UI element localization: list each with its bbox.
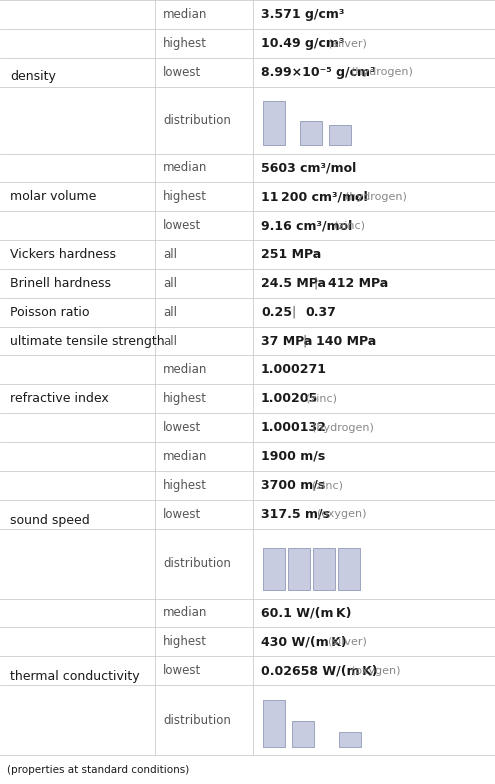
Text: median: median: [163, 162, 207, 174]
Text: 24.5 MPa: 24.5 MPa: [261, 277, 326, 290]
Text: refractive index: refractive index: [10, 392, 109, 405]
Text: 1900 m/s: 1900 m/s: [261, 450, 325, 463]
Text: highest: highest: [163, 37, 207, 49]
Text: ultimate tensile strength: ultimate tensile strength: [10, 335, 165, 347]
Text: all: all: [163, 248, 177, 261]
Text: lowest: lowest: [163, 664, 201, 677]
Text: 60.1 W/(m K): 60.1 W/(m K): [261, 607, 351, 619]
Text: distribution: distribution: [163, 713, 231, 727]
Text: (oxygen): (oxygen): [317, 509, 367, 519]
Text: highest: highest: [163, 392, 207, 405]
Text: |: |: [302, 335, 307, 347]
Bar: [313, 547, 335, 590]
Bar: [292, 721, 314, 746]
Text: 11 200 cm³/mol: 11 200 cm³/mol: [261, 191, 368, 203]
Text: (silver): (silver): [328, 38, 367, 49]
Text: thermal conductivity: thermal conductivity: [10, 670, 140, 684]
Text: (oxygen): (oxygen): [350, 666, 400, 676]
Text: lowest: lowest: [163, 219, 201, 232]
Text: 1.000132: 1.000132: [261, 421, 327, 434]
Text: lowest: lowest: [163, 421, 201, 434]
Text: 3.571 g/cm³: 3.571 g/cm³: [261, 8, 345, 21]
Bar: [329, 125, 351, 146]
Text: (properties at standard conditions): (properties at standard conditions): [7, 764, 189, 775]
Text: 0.25: 0.25: [261, 306, 292, 318]
Text: Vickers hardness: Vickers hardness: [10, 248, 116, 261]
Text: 37 MPa: 37 MPa: [261, 335, 312, 347]
Text: 0.37: 0.37: [305, 306, 336, 318]
Text: median: median: [163, 8, 207, 21]
Bar: [263, 100, 285, 146]
Bar: [288, 547, 310, 590]
Text: 140 MPa: 140 MPa: [316, 335, 377, 347]
Text: all: all: [163, 306, 177, 318]
Text: all: all: [163, 335, 177, 347]
Text: 5603 cm³/mol: 5603 cm³/mol: [261, 162, 356, 174]
Text: (hydrogen): (hydrogen): [350, 67, 412, 77]
Text: Poisson ratio: Poisson ratio: [10, 306, 90, 318]
Text: 430 W/(m K): 430 W/(m K): [261, 635, 347, 648]
Text: Brinell hardness: Brinell hardness: [10, 277, 111, 290]
Text: 8.99×10⁻⁵ g/cm³: 8.99×10⁻⁵ g/cm³: [261, 66, 376, 78]
Text: lowest: lowest: [163, 66, 201, 78]
Bar: [300, 121, 322, 146]
Text: 1.00205: 1.00205: [261, 392, 318, 405]
Text: lowest: lowest: [163, 507, 201, 521]
Text: |: |: [292, 306, 296, 318]
Text: |: |: [314, 277, 318, 290]
Text: distribution: distribution: [163, 114, 231, 126]
Text: highest: highest: [163, 479, 207, 492]
Text: 317.5 m/s: 317.5 m/s: [261, 507, 330, 521]
Text: (hydrogen): (hydrogen): [345, 192, 407, 201]
Text: density: density: [10, 71, 56, 83]
Bar: [263, 700, 285, 746]
Text: 10.49 g/cm³: 10.49 g/cm³: [261, 37, 345, 49]
Text: 412 MPa: 412 MPa: [328, 277, 388, 290]
Text: (silver): (silver): [328, 637, 367, 647]
Text: all: all: [163, 277, 177, 290]
Text: median: median: [163, 363, 207, 376]
Bar: [338, 547, 360, 590]
Text: 9.16 cm³/mol: 9.16 cm³/mol: [261, 219, 352, 232]
Text: highest: highest: [163, 635, 207, 648]
Text: highest: highest: [163, 191, 207, 203]
Text: molar volume: molar volume: [10, 191, 97, 203]
Text: (zinc): (zinc): [334, 220, 365, 230]
Text: median: median: [163, 607, 207, 619]
Text: 251 MPa: 251 MPa: [261, 248, 321, 261]
Text: (zinc): (zinc): [312, 481, 343, 490]
Text: sound speed: sound speed: [10, 514, 90, 527]
Text: median: median: [163, 450, 207, 463]
Text: 0.02658 W/(m K): 0.02658 W/(m K): [261, 664, 378, 677]
Bar: [263, 547, 285, 590]
Text: distribution: distribution: [163, 557, 231, 570]
Text: (hydrogen): (hydrogen): [312, 423, 374, 433]
Text: 1.000271: 1.000271: [261, 363, 327, 376]
Text: (zinc): (zinc): [306, 394, 337, 404]
Bar: [339, 731, 361, 746]
Text: 3700 m/s: 3700 m/s: [261, 479, 325, 492]
